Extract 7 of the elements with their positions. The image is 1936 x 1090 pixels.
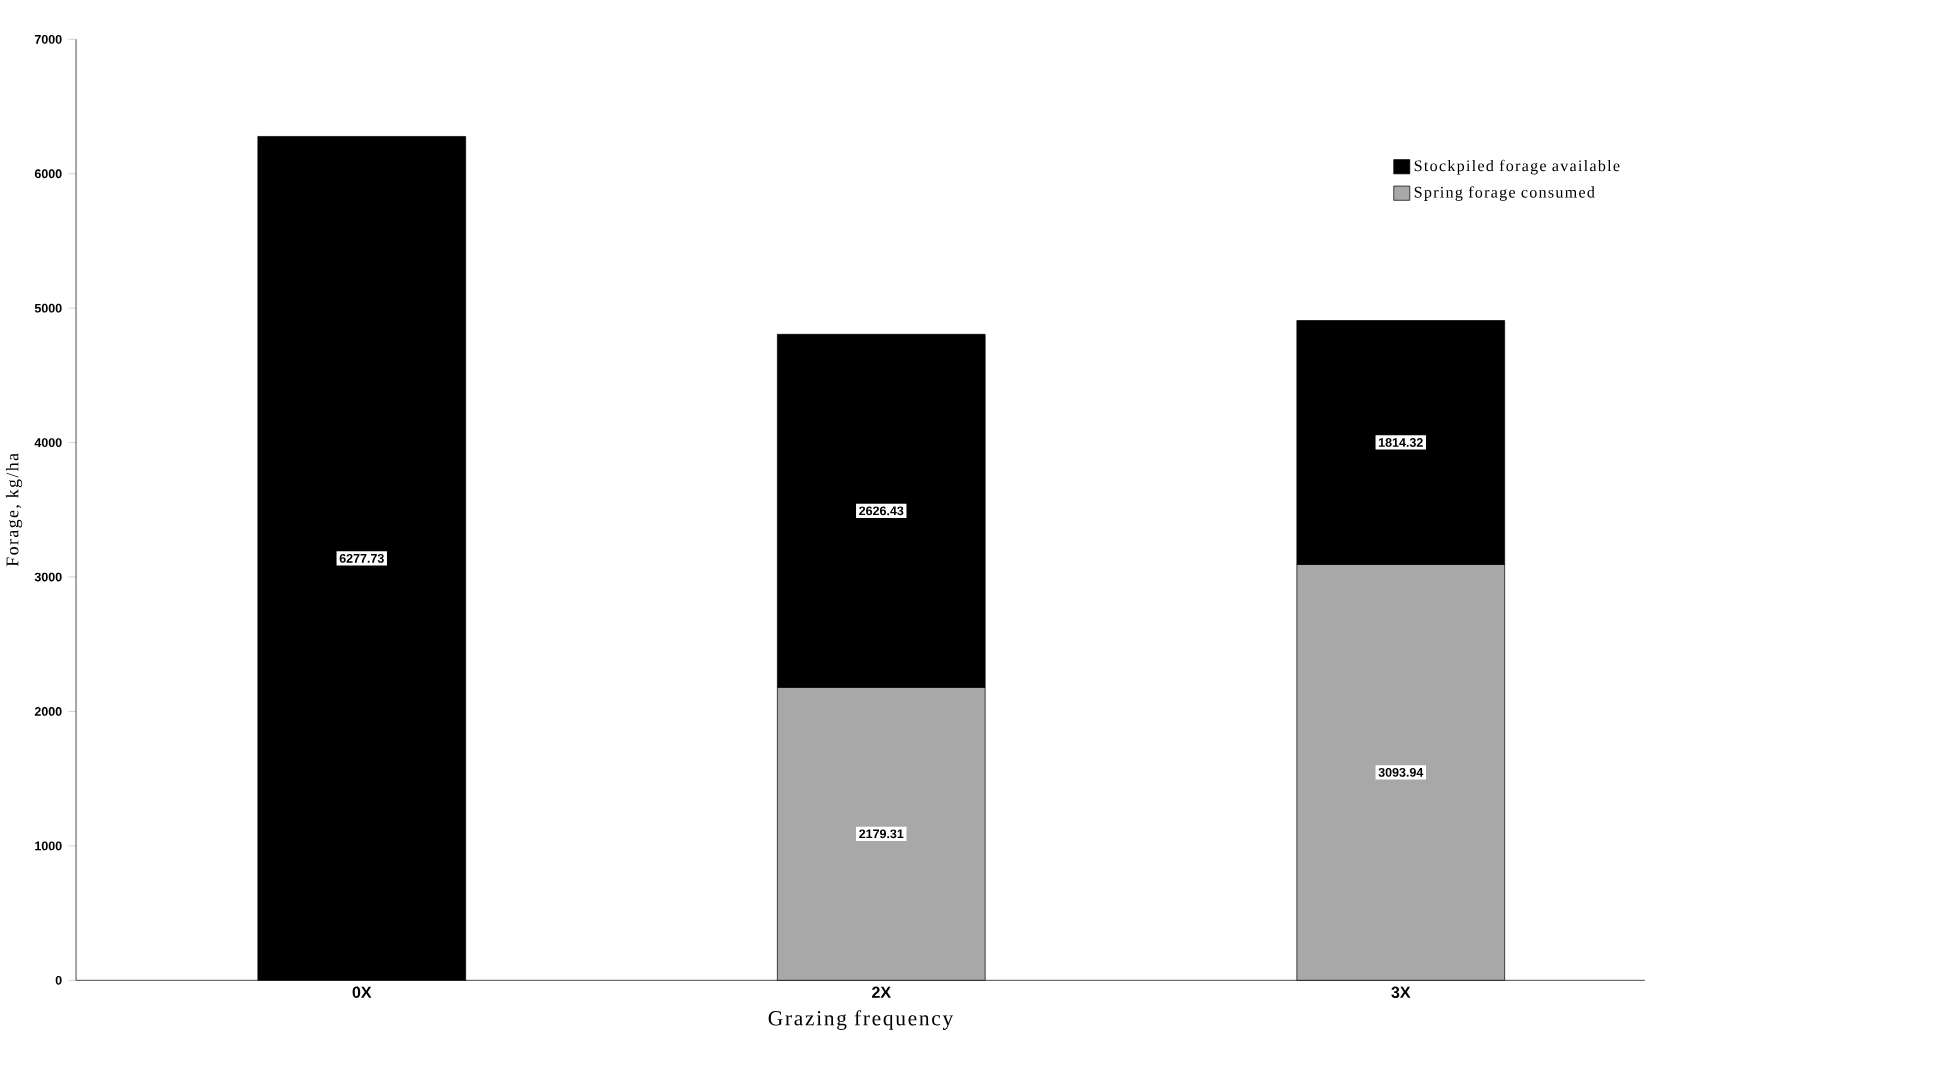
x-tick-label: 2X xyxy=(872,986,891,999)
legend-label: Stockpiled forage available xyxy=(1414,160,1620,175)
y-axis-title: Forage, kg/ha xyxy=(5,453,23,567)
x-tick-label: 0X xyxy=(352,986,372,999)
x-axis-title: Grazing frequency xyxy=(768,1010,954,1031)
x-tick-label: 3X xyxy=(1391,986,1411,999)
legend-label: Spring forage consumed xyxy=(1414,186,1595,202)
